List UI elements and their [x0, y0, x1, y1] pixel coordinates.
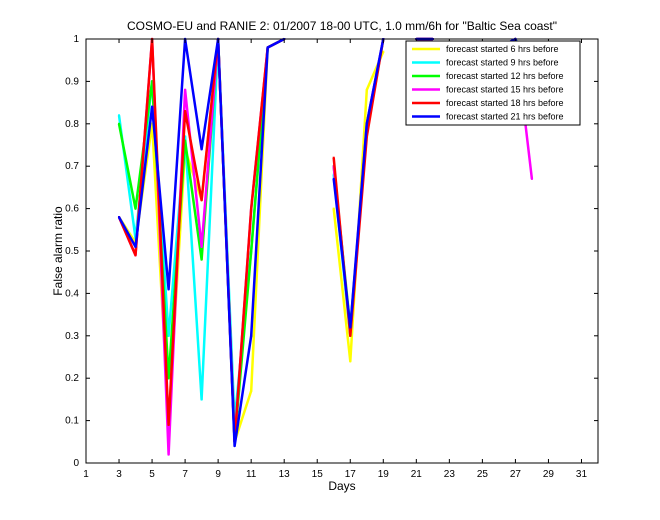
x-tick-label: 15 [312, 469, 324, 480]
x-tick-label: 19 [378, 469, 390, 480]
x-tick-label: 1 [83, 469, 89, 480]
x-tick-label: 9 [215, 469, 221, 480]
data-point [167, 453, 170, 456]
legend-entry: forecast started 21 hrs before [446, 112, 564, 122]
data-point [382, 50, 385, 53]
data-point [349, 334, 352, 337]
data-point [200, 258, 203, 261]
data-point [134, 254, 137, 257]
legend-entry: forecast started 12 hrs before [446, 71, 564, 81]
data-point [184, 110, 187, 113]
data-point [184, 88, 187, 91]
data-point [349, 326, 352, 329]
legend-entry: forecast started 9 hrs before [446, 58, 559, 68]
data-point [134, 207, 137, 210]
data-point [167, 334, 170, 337]
data-point [250, 250, 253, 252]
y-tick-label: 0.7 [65, 161, 79, 172]
data-point [233, 445, 236, 447]
series-line [332, 38, 385, 329]
y-tick-label: 0.2 [65, 373, 79, 384]
y-axis-ticks: 0 0.1 0.2 0.3 0.4 0.5 0.6 0.7 0.8 0.9 1 [65, 34, 598, 469]
data-point [151, 105, 154, 108]
x-tick-label: 13 [279, 469, 291, 480]
data-point [167, 377, 170, 380]
y-tick-label: 0.1 [65, 416, 79, 427]
y-tick-label: 0.8 [65, 119, 79, 130]
data-point [167, 288, 170, 291]
data-point [332, 177, 335, 180]
y-tick-label: 1 [73, 34, 79, 45]
data-point [250, 389, 253, 392]
data-point [250, 207, 253, 210]
x-tick-label: 3 [116, 469, 122, 480]
data-point [151, 80, 154, 83]
legend-entry: forecast started 18 hrs before [446, 98, 564, 108]
x-tick-label: 25 [477, 469, 489, 480]
y-tick-label: 0.5 [65, 246, 79, 257]
x-tick-label: 5 [149, 469, 155, 480]
data-point [200, 398, 203, 401]
x-axis-label: Days [328, 479, 355, 493]
data-point [118, 122, 120, 125]
data-point [332, 207, 335, 210]
x-axis-ticks: 1 3 5 7 9 11 13 15 17 19 21 23 25 27 29 31 [83, 39, 587, 480]
legend: forecast started 6 hrs before forecast st… [405, 40, 581, 126]
y-tick-label: 0.6 [65, 204, 79, 215]
data-point [530, 177, 533, 180]
legend-entry: forecast started 6 hrs before [446, 44, 559, 54]
data-point [184, 135, 187, 138]
data-point [134, 245, 137, 248]
data-point [365, 88, 368, 91]
data-point [118, 216, 120, 219]
data-point [200, 199, 203, 202]
chart-title: COSMO-EU and RANIE 2: 01/2007 18-00 UTC,… [127, 19, 557, 33]
data-point [266, 46, 269, 49]
y-axis-label: False alarm ratio [51, 206, 65, 296]
x-tick-label: 7 [182, 469, 188, 480]
data-point [184, 139, 187, 142]
data-point [365, 122, 368, 125]
x-tick-label: 21 [411, 469, 423, 480]
x-tick-label: 17 [345, 469, 357, 480]
legend-entry: forecast started 15 hrs before [446, 85, 564, 95]
data-point [250, 334, 253, 337]
legend-box [405, 40, 581, 126]
x-tick-label: 27 [510, 469, 522, 480]
data-point [200, 148, 203, 151]
x-tick-label: 31 [576, 469, 588, 480]
data-point [151, 122, 154, 125]
data-point [167, 423, 170, 426]
data-point [332, 156, 335, 159]
x-tick-label: 11 [246, 469, 257, 480]
y-tick-label: 0.3 [65, 331, 79, 342]
y-tick-label: 0.9 [65, 76, 79, 87]
data-point [200, 245, 203, 248]
x-tick-label: 23 [444, 469, 456, 480]
x-tick-label: 29 [543, 469, 555, 480]
data-point [118, 114, 120, 117]
data-point [349, 360, 352, 363]
y-tick-label: 0 [73, 458, 79, 469]
y-tick-label: 0.4 [65, 288, 79, 299]
